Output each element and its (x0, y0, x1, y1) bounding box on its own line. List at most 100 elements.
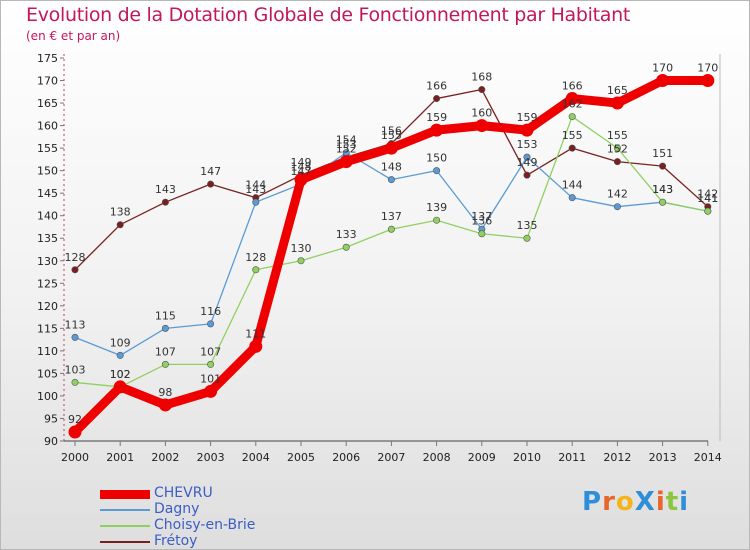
data-label: 160 (471, 107, 492, 120)
y-tick-label: 100 (37, 390, 58, 403)
x-tick-label: 2013 (649, 451, 677, 464)
data-label: 148 (381, 161, 402, 174)
data-label: 155 (381, 129, 402, 142)
data-label: 113 (65, 318, 86, 331)
x-tick-label: 2003 (197, 451, 225, 464)
proxiti-logo: ProXiti (582, 487, 690, 517)
data-label: 109 (110, 336, 131, 349)
x-tick-label: 2002 (151, 451, 179, 464)
data-label: 133 (336, 228, 357, 241)
y-tick-label: 130 (37, 255, 58, 268)
data-point (384, 141, 398, 155)
data-point (207, 360, 215, 368)
data-point (523, 234, 531, 242)
legend-label: Frétoy (154, 533, 198, 549)
data-point (701, 74, 715, 88)
data-label: 159 (517, 111, 538, 124)
y-tick-label: 145 (37, 187, 58, 200)
data-label: 154 (336, 134, 357, 147)
y-tick-label: 95 (44, 412, 58, 425)
chart-series (68, 74, 715, 439)
data-label: 143 (652, 183, 673, 196)
data-point (116, 221, 124, 229)
data-label: 155 (562, 129, 583, 142)
data-point (71, 266, 79, 274)
legend-label: Dagny (154, 501, 200, 517)
data-label: 150 (426, 152, 447, 165)
data-label: 138 (110, 206, 131, 219)
data-label: 98 (158, 386, 172, 399)
y-tick-label: 105 (37, 367, 58, 380)
data-point (520, 123, 534, 137)
y-tick-label: 140 (37, 210, 58, 223)
data-point (161, 324, 169, 332)
data-point (610, 96, 624, 110)
legend-label: Choisy-en-Brie (154, 517, 256, 533)
legend-swatch (100, 509, 150, 511)
data-point (158, 398, 172, 412)
data-label: 170 (652, 62, 673, 75)
data-label: 130 (291, 242, 312, 255)
data-label: 162 (562, 98, 583, 111)
data-point (568, 113, 576, 121)
y-tick-label: 155 (37, 142, 58, 155)
data-point (659, 162, 667, 170)
data-label: 143 (155, 183, 176, 196)
data-label: 168 (471, 71, 492, 84)
data-point (475, 119, 489, 133)
data-label: 107 (200, 345, 221, 358)
data-label: 102 (110, 368, 131, 381)
data-label: 111 (245, 327, 266, 340)
data-label: 103 (65, 363, 86, 376)
data-point (113, 380, 127, 394)
data-label: 136 (471, 215, 492, 228)
legend-label: CHEVRU (154, 485, 213, 501)
data-point (71, 378, 79, 386)
x-tick-label: 2012 (603, 451, 631, 464)
data-point (252, 266, 260, 274)
data-point (294, 173, 308, 187)
data-label: 144 (245, 179, 266, 192)
data-label: 102 (110, 368, 131, 381)
y-tick-label: 135 (37, 232, 58, 245)
data-label: 159 (426, 111, 447, 124)
data-point (613, 203, 621, 211)
data-point (613, 158, 621, 166)
x-tick-label: 2007 (377, 451, 405, 464)
data-point (478, 230, 486, 238)
data-point (613, 144, 621, 152)
data-point (204, 384, 218, 398)
data-point (704, 207, 712, 215)
data-label: 151 (652, 147, 673, 160)
data-label: 152 (607, 143, 628, 156)
y-tick-label: 160 (37, 120, 58, 133)
data-label: 116 (200, 305, 221, 318)
data-label: 92 (68, 413, 82, 426)
data-point (659, 198, 667, 206)
data-label: 143 (245, 183, 266, 196)
data-point (116, 351, 124, 359)
x-tick-label: 2009 (468, 451, 496, 464)
data-point (207, 180, 215, 188)
data-label: 170 (697, 62, 718, 75)
y-tick-label: 175 (37, 52, 58, 65)
data-point (523, 171, 531, 179)
data-label: 107 (155, 345, 176, 358)
data-label: 156 (381, 125, 402, 138)
data-label: 142 (697, 188, 718, 201)
data-point (433, 216, 441, 224)
data-label: 148 (291, 161, 312, 174)
x-tick-label: 2011 (558, 451, 586, 464)
data-label: 115 (155, 309, 176, 322)
y-tick-label: 115 (37, 322, 58, 335)
data-label: 147 (200, 165, 221, 178)
y-tick-label: 125 (37, 277, 58, 290)
x-tick-label: 2001 (106, 451, 134, 464)
x-tick-label: 2014 (694, 451, 722, 464)
x-tick-label: 2000 (61, 451, 89, 464)
data-point (339, 155, 353, 169)
y-tick-label: 110 (37, 345, 58, 358)
data-label: 153 (336, 138, 357, 151)
data-point (161, 360, 169, 368)
